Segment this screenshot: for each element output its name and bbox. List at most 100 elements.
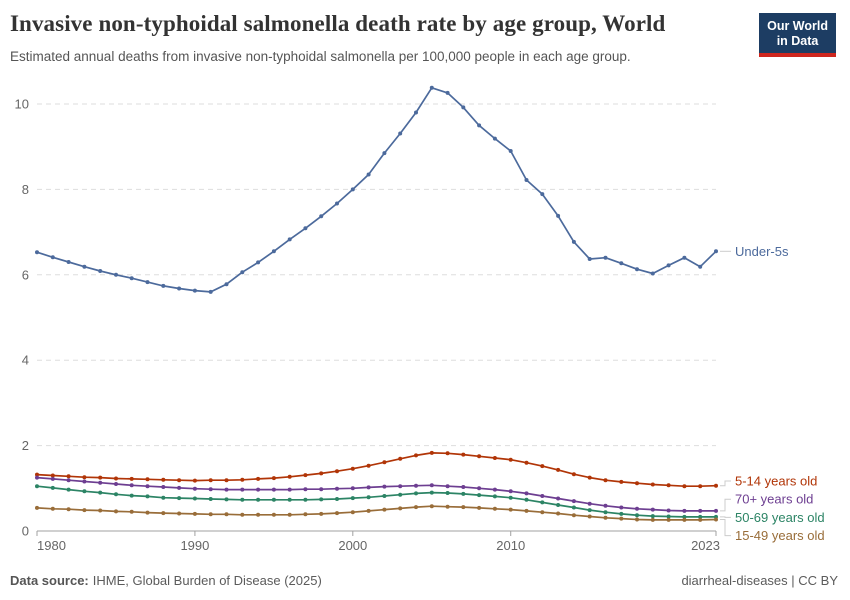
series-dot[interactable] bbox=[635, 517, 639, 522]
series-dot[interactable] bbox=[129, 509, 134, 514]
series-dot[interactable] bbox=[50, 485, 55, 490]
series-dot[interactable] bbox=[382, 151, 387, 156]
series-line-70-years-old[interactable] bbox=[36, 476, 717, 512]
series-dot[interactable] bbox=[177, 496, 182, 501]
series-dot[interactable] bbox=[287, 497, 292, 502]
series-dot[interactable] bbox=[461, 452, 466, 457]
series-dot[interactable] bbox=[619, 516, 624, 521]
series-dot[interactable] bbox=[414, 483, 418, 488]
series-label-50-69-years-old[interactable]: 50-69 years old bbox=[735, 510, 825, 525]
series-dot[interactable] bbox=[114, 492, 118, 497]
series-dot[interactable] bbox=[129, 483, 134, 488]
series-dot[interactable] bbox=[335, 511, 339, 516]
series-dot[interactable] bbox=[508, 495, 513, 500]
series-dot[interactable] bbox=[319, 497, 324, 502]
series-dot[interactable] bbox=[445, 451, 450, 456]
series-dot[interactable] bbox=[98, 480, 103, 485]
series-label-15-49-years-old[interactable]: 15-49 years old bbox=[735, 528, 825, 543]
series-dot[interactable] bbox=[477, 454, 482, 459]
series-dot[interactable] bbox=[224, 497, 229, 502]
series-dot[interactable] bbox=[414, 491, 418, 496]
series-dot[interactable] bbox=[192, 486, 197, 491]
series-dot[interactable] bbox=[50, 255, 55, 260]
series-dot[interactable] bbox=[666, 517, 671, 522]
series-dot[interactable] bbox=[35, 250, 39, 255]
series-dot[interactable] bbox=[256, 512, 261, 517]
series-dot[interactable] bbox=[445, 504, 450, 509]
series-dot[interactable] bbox=[177, 286, 182, 291]
series-dot[interactable] bbox=[635, 267, 639, 272]
series-label-under-5s[interactable]: Under-5s bbox=[735, 244, 789, 259]
series-dot[interactable] bbox=[698, 508, 703, 513]
series-dot[interactable] bbox=[319, 487, 324, 492]
series-dot[interactable] bbox=[114, 509, 118, 514]
series-dot[interactable] bbox=[682, 484, 687, 489]
series-dot[interactable] bbox=[256, 497, 261, 502]
series-dot[interactable] bbox=[303, 497, 308, 502]
series-dot[interactable] bbox=[303, 512, 308, 517]
series-dot[interactable] bbox=[619, 261, 624, 266]
series-dot[interactable] bbox=[414, 453, 418, 458]
series-dot[interactable] bbox=[82, 475, 87, 480]
series-dot[interactable] bbox=[477, 493, 482, 498]
series-dot[interactable] bbox=[398, 456, 403, 461]
series-dot[interactable] bbox=[414, 505, 418, 510]
series-dot[interactable] bbox=[287, 487, 292, 492]
owid-logo[interactable]: Our World in Data bbox=[759, 13, 836, 57]
series-dot[interactable] bbox=[271, 512, 276, 517]
series-dot[interactable] bbox=[66, 478, 71, 483]
series-dot[interactable] bbox=[524, 508, 529, 513]
series-dot[interactable] bbox=[461, 105, 466, 110]
series-dot[interactable] bbox=[350, 486, 355, 491]
series-dot[interactable] bbox=[698, 514, 703, 519]
series-dot[interactable] bbox=[271, 476, 276, 481]
series-dot[interactable] bbox=[603, 503, 608, 508]
series-dot[interactable] bbox=[429, 450, 434, 455]
series-dot[interactable] bbox=[682, 517, 687, 522]
series-dot[interactable] bbox=[240, 497, 245, 502]
series-dot[interactable] bbox=[650, 271, 655, 276]
series-dot[interactable] bbox=[82, 489, 87, 494]
series-dot[interactable] bbox=[98, 269, 103, 273]
series-dot[interactable] bbox=[587, 501, 592, 506]
series-dot[interactable] bbox=[445, 491, 450, 495]
series-dot[interactable] bbox=[650, 517, 655, 522]
series-dot[interactable] bbox=[319, 511, 324, 516]
series-dot[interactable] bbox=[477, 123, 482, 128]
series-dot[interactable] bbox=[698, 517, 703, 522]
series-dot[interactable] bbox=[540, 192, 545, 197]
series-dot[interactable] bbox=[540, 494, 545, 498]
series-dot[interactable] bbox=[556, 496, 561, 501]
series-dot[interactable] bbox=[682, 514, 687, 519]
series-dot[interactable] bbox=[145, 280, 150, 285]
series-dot[interactable] bbox=[571, 513, 576, 518]
series-dot[interactable] bbox=[698, 484, 703, 489]
series-dot[interactable] bbox=[398, 492, 403, 497]
series-dot[interactable] bbox=[287, 237, 292, 242]
series-dot[interactable] bbox=[145, 484, 150, 489]
series-dot[interactable] bbox=[714, 483, 718, 488]
series-dot[interactable] bbox=[303, 226, 308, 231]
series-dot[interactable] bbox=[98, 490, 103, 495]
series-dot[interactable] bbox=[271, 497, 276, 502]
series-dot[interactable] bbox=[129, 493, 134, 498]
series-dot[interactable] bbox=[682, 255, 687, 260]
series-dot[interactable] bbox=[35, 472, 39, 477]
series-dot[interactable] bbox=[571, 499, 576, 504]
series-dot[interactable] bbox=[350, 496, 355, 501]
series-dot[interactable] bbox=[161, 477, 166, 482]
series-dot[interactable] bbox=[366, 463, 371, 468]
series-dot[interactable] bbox=[350, 466, 355, 471]
series-dot[interactable] bbox=[192, 496, 197, 501]
series-dot[interactable] bbox=[192, 478, 197, 483]
series-dot[interactable] bbox=[603, 478, 608, 483]
series-dot[interactable] bbox=[382, 507, 387, 512]
series-dot[interactable] bbox=[224, 282, 229, 287]
series-dot[interactable] bbox=[635, 481, 639, 486]
series-dot[interactable] bbox=[461, 505, 466, 510]
series-dot[interactable] bbox=[492, 136, 497, 141]
series-dot[interactable] bbox=[161, 511, 166, 516]
series-dot[interactable] bbox=[556, 213, 561, 218]
series-dot[interactable] bbox=[524, 491, 529, 496]
series-dot[interactable] bbox=[256, 260, 261, 265]
